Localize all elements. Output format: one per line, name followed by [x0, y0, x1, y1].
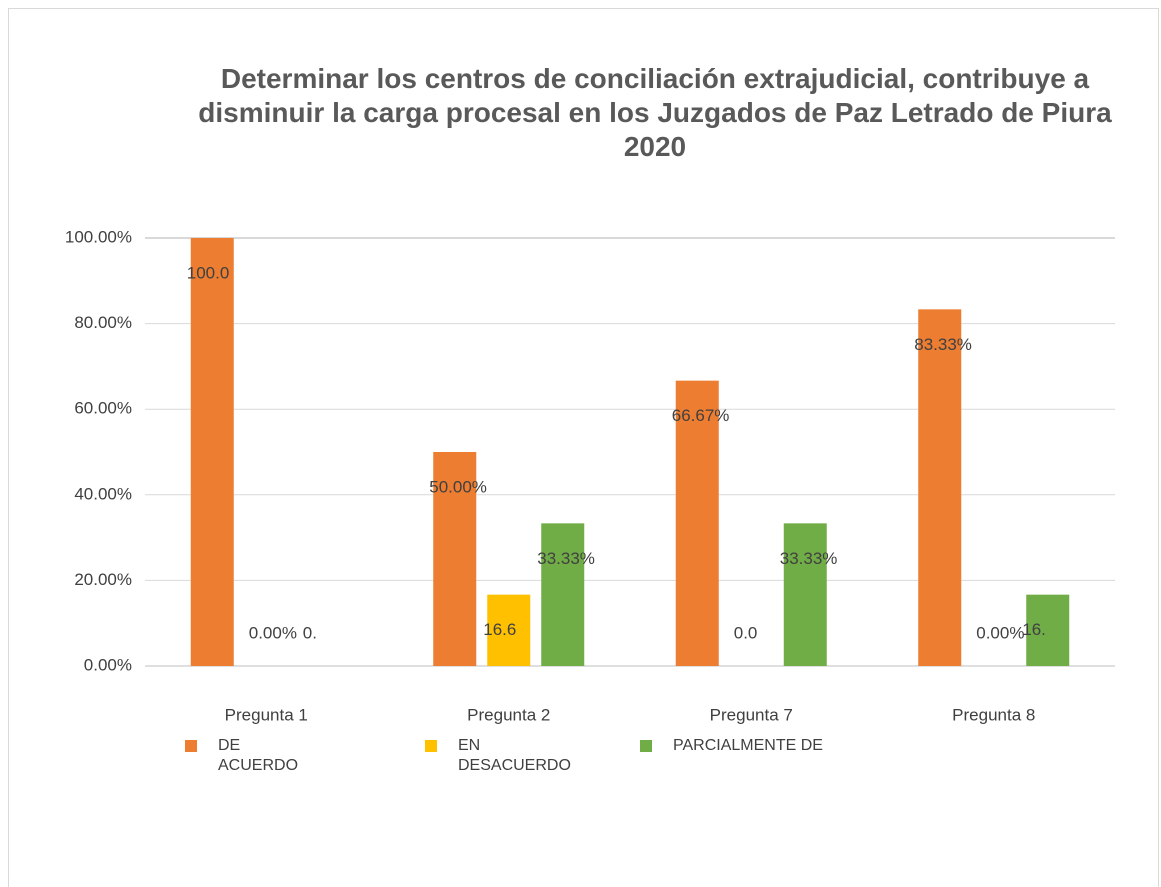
- legend-swatch: [425, 740, 437, 752]
- data-label: 66.67%: [672, 406, 730, 425]
- data-label: 33.33%: [537, 549, 595, 568]
- data-label: 50.00%: [429, 477, 487, 496]
- data-label: 100.0: [187, 263, 230, 282]
- data-label: 0.00%: [249, 623, 297, 642]
- bar: [1026, 594, 1070, 666]
- y-tick-label: 100.00%: [65, 227, 132, 246]
- data-label: 33.33%: [780, 549, 838, 568]
- bar: [190, 238, 234, 666]
- bar: [783, 523, 827, 666]
- y-tick-label: 60.00%: [74, 399, 132, 418]
- x-tick-label: Pregunta 2: [467, 705, 550, 724]
- bar: [433, 452, 477, 666]
- data-label: 0.: [303, 623, 317, 642]
- data-label: 16.: [1022, 620, 1046, 639]
- data-label: 0.0: [734, 623, 758, 642]
- y-tick-label: 0.00%: [84, 655, 132, 674]
- data-label: 16.6: [483, 620, 516, 639]
- legend-label: DE ACUERDO: [218, 737, 299, 774]
- bar: [675, 380, 719, 666]
- data-label: 0.00%: [976, 623, 1024, 642]
- chart-title: Determinar los centros de conciliación e…: [198, 63, 1112, 162]
- chart-border: [8, 8, 1159, 887]
- legend-swatch: [185, 740, 197, 752]
- y-tick-label: 80.00%: [74, 313, 132, 332]
- x-tick-label: Pregunta 8: [952, 705, 1035, 724]
- y-tick-label: 20.00%: [74, 570, 132, 589]
- x-tick-label: Pregunta 1: [225, 705, 308, 724]
- x-tick-label: Pregunta 7: [710, 705, 793, 724]
- bar: [918, 309, 962, 666]
- data-label: 83.33%: [914, 335, 972, 354]
- legend-label: EN DESACUERDO: [458, 737, 571, 774]
- bar: [487, 594, 531, 666]
- bar: [541, 523, 585, 666]
- y-tick-label: 40.00%: [74, 484, 132, 503]
- legend-swatch: [640, 740, 652, 752]
- legend-label: PARCIALMENTE DE: [673, 737, 823, 754]
